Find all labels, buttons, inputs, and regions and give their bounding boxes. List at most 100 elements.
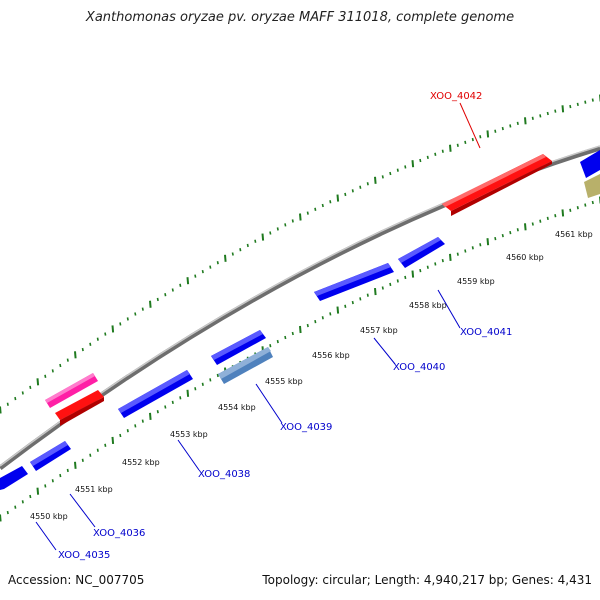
minor-tick: [14, 505, 17, 509]
minor-tick: [96, 448, 99, 452]
gene-feature-xoo4036[interactable]: [30, 441, 71, 471]
gene-label-xoo4041[interactable]: XOO_4041: [460, 327, 512, 338]
major-tick: [36, 487, 40, 495]
minor-tick: [456, 143, 459, 147]
scale-label-4560: 4560 kbp: [506, 253, 544, 262]
minor-tick: [269, 231, 272, 235]
minor-tick: [351, 189, 354, 193]
gene-feature-pink[interactable]: [45, 373, 98, 408]
minor-tick: [254, 239, 257, 243]
minor-tick: [306, 211, 309, 215]
minor-tick: [51, 369, 54, 373]
minor-tick: [29, 494, 32, 499]
minor-tick: [479, 243, 482, 247]
minor-tick: [201, 269, 204, 274]
minor-tick: [284, 223, 287, 227]
major-tick: [374, 176, 377, 184]
minor-tick: [441, 258, 444, 263]
gene-feature-xoo4038[interactable]: [118, 370, 193, 418]
major-tick: [486, 238, 490, 246]
major-tick: [524, 117, 527, 125]
minor-tick: [396, 168, 399, 172]
minor-tick: [381, 286, 384, 290]
major-tick: [186, 389, 190, 397]
minor-tick: [554, 214, 557, 218]
minor-tick: [441, 149, 444, 153]
minor-tick: [546, 111, 549, 116]
major-tick: [74, 351, 77, 359]
major-tick: [411, 160, 415, 168]
minor-tick: [104, 332, 107, 336]
minor-tick: [179, 283, 182, 287]
major-tick: [561, 105, 565, 113]
minor-tick: [306, 323, 309, 328]
gene-label-xoo4038[interactable]: XOO_4038: [198, 469, 250, 480]
gene-feature-blue-top-right[interactable]: [580, 150, 600, 178]
minor-tick: [381, 175, 384, 179]
minor-tick: [389, 282, 392, 287]
minor-tick: [44, 484, 47, 488]
minor-tick: [89, 342, 92, 346]
minor-tick: [329, 200, 332, 204]
gene-feature-xoo4042[interactable]: [442, 154, 552, 216]
gene-feature-xoo4040[interactable]: [314, 263, 394, 301]
minor-tick: [471, 246, 474, 250]
major-tick: [561, 209, 565, 217]
page-title: Xanthomonas oryzae pv. oryzae MAFF 31101…: [85, 10, 515, 25]
gene-feature-xoo4039-a[interactable]: [211, 330, 266, 365]
scale-label-4551: 4551 kbp: [75, 485, 113, 494]
minor-tick: [471, 137, 474, 142]
gene-feature-xoo4035[interactable]: [0, 466, 28, 490]
minor-tick: [509, 124, 512, 128]
major-tick: [36, 378, 40, 386]
minor-tick: [164, 405, 167, 409]
minor-tick: [269, 344, 272, 348]
gene-feature-xoo4039-b[interactable]: [218, 347, 273, 384]
minor-tick: [291, 331, 294, 336]
gene-label-xoo4036[interactable]: XOO_4036: [93, 528, 145, 539]
major-tick: [0, 514, 2, 522]
minor-tick: [419, 268, 422, 273]
gene-feature-red-small[interactable]: [55, 390, 104, 426]
minor-tick: [321, 316, 324, 320]
minor-tick: [569, 104, 572, 109]
scale-label-4552: 4552 kbp: [122, 458, 160, 467]
gene-feature-xoo4041[interactable]: [398, 237, 445, 268]
minor-tick: [456, 252, 459, 256]
minor-tick: [501, 126, 504, 131]
minor-tick: [584, 100, 587, 104]
scale-label-4555: 4555 kbp: [265, 377, 303, 386]
minor-tick: [344, 192, 347, 197]
scale-label-4561: 4561 kbp: [555, 230, 593, 239]
minor-tick: [89, 453, 92, 457]
minor-tick: [591, 98, 594, 102]
minor-tick: [156, 297, 159, 302]
minor-tick: [329, 312, 332, 316]
major-tick: [449, 253, 452, 261]
minor-tick: [104, 443, 107, 447]
major-tick: [299, 325, 302, 334]
scale-label-4556: 4556 kbp: [312, 351, 350, 360]
minor-tick: [389, 171, 392, 176]
major-tick: [374, 288, 377, 296]
minor-tick: [426, 155, 429, 160]
gene-feature-khaki[interactable]: [584, 174, 600, 198]
minor-tick: [494, 236, 497, 241]
gene-label-xoo4040[interactable]: XOO_4040: [393, 362, 445, 373]
minor-tick: [66, 468, 69, 473]
minor-tick: [516, 121, 519, 126]
gene-label-xoo4042[interactable]: XOO_4042: [430, 91, 482, 102]
minor-tick: [119, 322, 122, 326]
minor-tick: [126, 429, 129, 433]
scale-label-4558: 4558 kbp: [409, 301, 447, 310]
major-tick: [0, 406, 2, 414]
genome-backbone: [0, 145, 600, 470]
minor-tick: [21, 500, 24, 504]
minor-tick: [216, 261, 219, 265]
gene-label-xoo4039[interactable]: XOO_4039: [280, 422, 332, 433]
gene-label-xoo4035[interactable]: XOO_4035: [58, 550, 110, 561]
minor-tick: [96, 337, 99, 341]
minor-tick: [434, 262, 437, 266]
minor-tick: [479, 135, 482, 139]
